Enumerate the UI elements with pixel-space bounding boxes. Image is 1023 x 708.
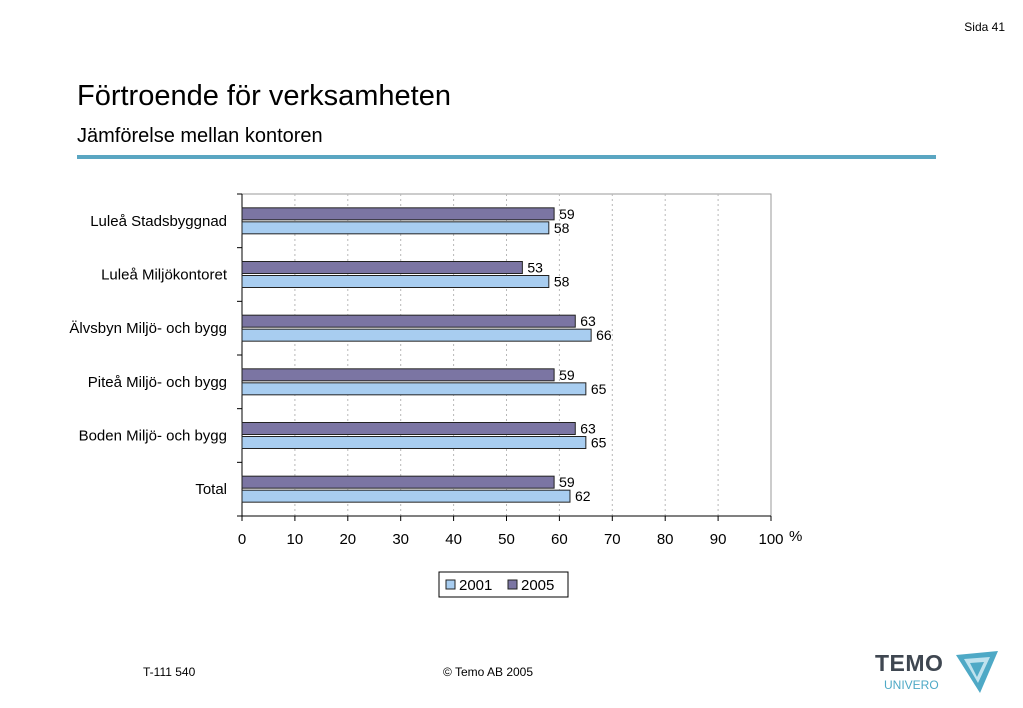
data-label-2005: 59 <box>559 367 575 383</box>
footer-code: T-111 540 <box>143 665 196 679</box>
bar-2001 <box>241 436 587 449</box>
category-label: Luleå Miljökontoret <box>101 267 228 284</box>
bar-2005 <box>241 261 523 274</box>
bar-2001 <box>241 221 550 235</box>
logo-subtext: UNIVERO <box>884 678 939 692</box>
legend-label-2005: 2005 <box>521 577 554 594</box>
legend-label-2001: 2001 <box>459 577 492 594</box>
bar-2005 <box>241 475 555 489</box>
data-label-2005: 63 <box>580 421 596 437</box>
bar-2001 <box>241 328 592 342</box>
bar-2005 <box>241 368 555 382</box>
x-tick-label: 50 <box>498 531 515 548</box>
data-label-2001: 66 <box>596 327 612 343</box>
page-number: Sida 41 <box>964 20 1005 34</box>
category-label: Boden Miljö- och bygg <box>79 428 227 445</box>
x-tick-label: 70 <box>604 531 621 548</box>
category-label: Luleå Stadsbyggnad <box>90 213 227 230</box>
data-label-2001: 58 <box>554 220 570 236</box>
footer-copyright: © Temo AB 2005 <box>443 665 534 679</box>
bar-2005 <box>241 422 576 435</box>
x-tick-label: 40 <box>445 531 462 548</box>
title-divider <box>77 155 936 159</box>
x-tick-label: 20 <box>339 531 356 548</box>
page-title: Förtroende för verksamheten <box>77 80 451 112</box>
logo-wordmark: TEMO <box>875 650 944 676</box>
bar-2001 <box>241 382 587 396</box>
category-label: Piteå Miljö- och bygg <box>88 374 227 391</box>
logo-mark-icon <box>956 651 998 693</box>
data-label-2005: 63 <box>580 313 596 329</box>
legend-swatch-2005 <box>507 579 518 590</box>
category-label: Älvsbyn Miljö- och bygg <box>69 320 227 337</box>
data-label-2005: 53 <box>527 260 543 276</box>
x-tick-label: 80 <box>657 531 674 548</box>
bar-2001 <box>241 489 571 503</box>
x-tick-label: 30 <box>392 531 409 548</box>
x-unit-label: % <box>789 528 802 545</box>
category-label: Total <box>195 481 227 498</box>
bar-2005 <box>241 314 576 328</box>
x-tick-label: 0 <box>238 531 246 548</box>
bar-2001 <box>241 275 550 288</box>
page-subtitle: Jämförelse mellan kontoren <box>77 125 323 147</box>
x-tick-label: 90 <box>710 531 727 548</box>
data-label-2005: 59 <box>559 474 575 490</box>
x-tick-label: 10 <box>287 531 304 548</box>
data-label-2001: 62 <box>575 488 591 504</box>
legend-box <box>438 571 569 598</box>
data-label-2001: 65 <box>591 435 607 451</box>
legend-swatch-2001 <box>445 579 456 590</box>
data-label-2005: 59 <box>559 206 575 222</box>
bar-2005 <box>241 207 555 221</box>
temo-logo: TEMO UNIVERO <box>872 646 1002 696</box>
x-tick-label: 100 <box>758 531 783 548</box>
data-label-2001: 65 <box>591 381 607 397</box>
x-tick-label: 60 <box>551 531 568 548</box>
data-label-2001: 58 <box>554 274 570 290</box>
